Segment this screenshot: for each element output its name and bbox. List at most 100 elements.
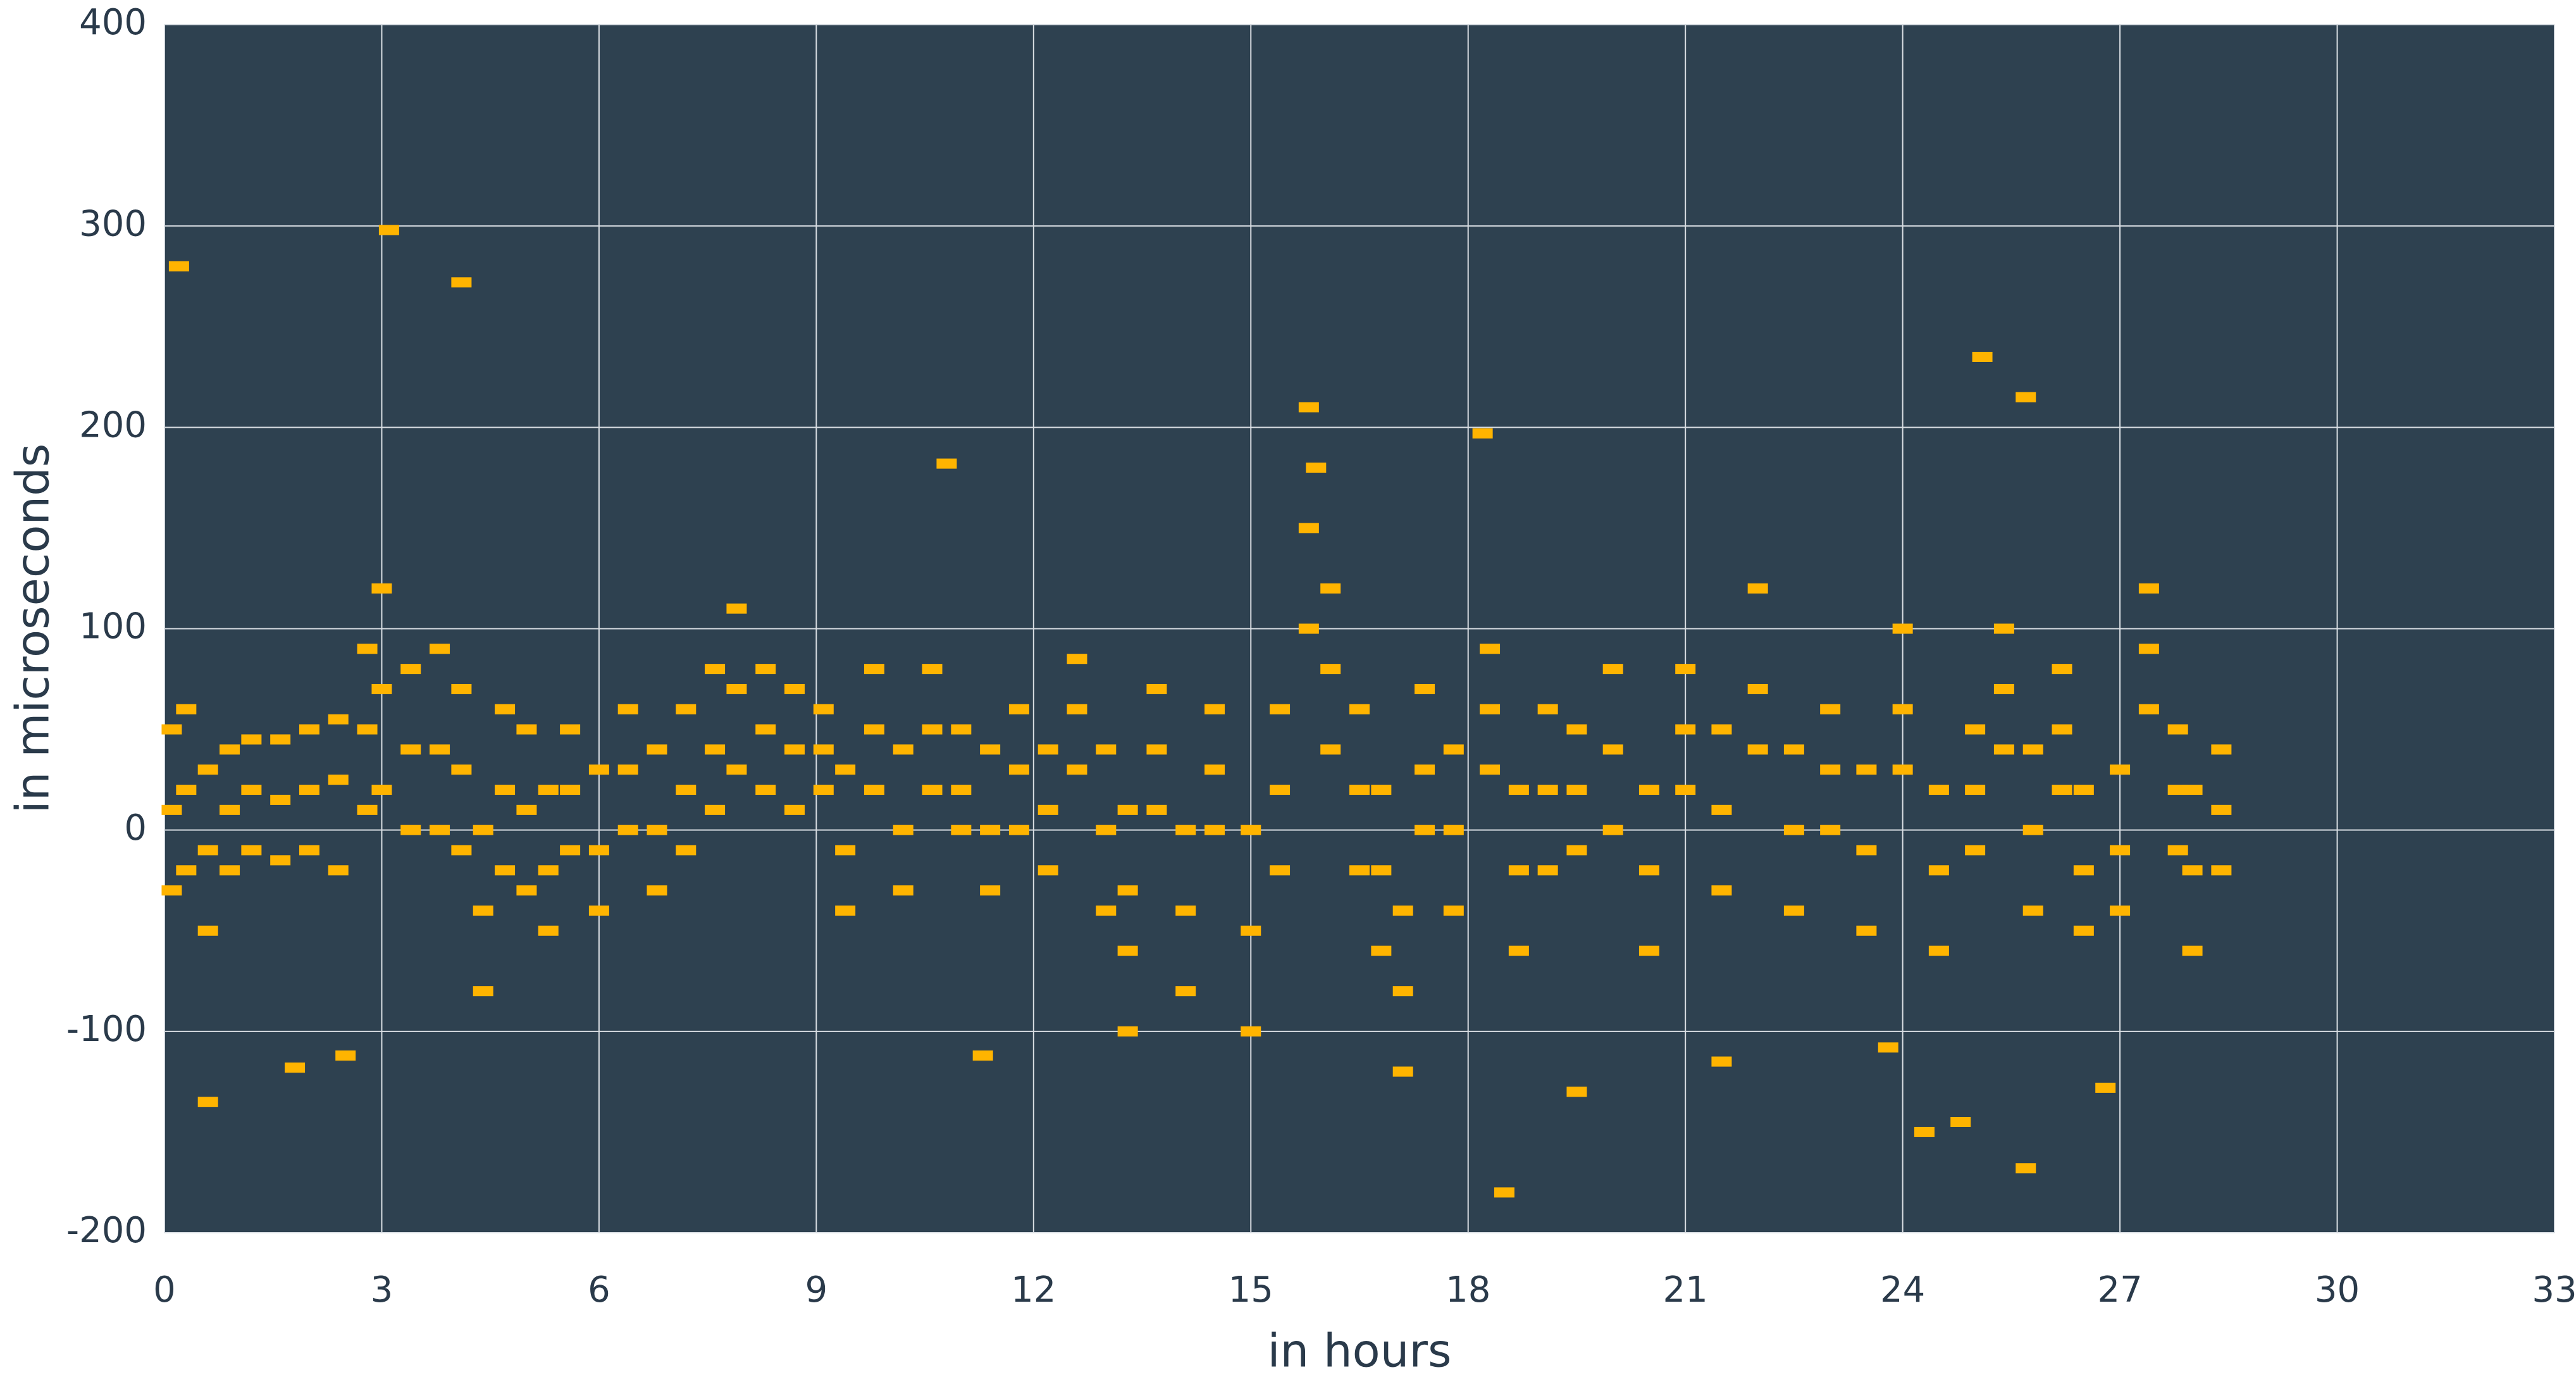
- point: [588, 764, 609, 775]
- point: [1349, 704, 1370, 714]
- point: [755, 785, 776, 795]
- point: [1298, 623, 1319, 634]
- point: [951, 825, 972, 835]
- point: [1878, 1042, 1898, 1053]
- point: [1320, 664, 1341, 675]
- point: [1349, 785, 1370, 795]
- point: [328, 865, 349, 876]
- point: [1993, 623, 2014, 634]
- point: [2016, 392, 2036, 402]
- point: [1856, 845, 1877, 856]
- point: [1204, 764, 1225, 775]
- y-tick-label: 200: [79, 404, 147, 446]
- point: [1638, 785, 1659, 795]
- point: [1096, 905, 1117, 916]
- point: [980, 825, 1001, 835]
- point: [2022, 905, 2043, 916]
- point: [197, 1097, 218, 1107]
- point: [835, 764, 856, 775]
- point: [893, 744, 913, 755]
- point: [1537, 704, 1558, 714]
- point: [588, 905, 609, 916]
- point: [1096, 744, 1117, 755]
- point: [2110, 764, 2131, 775]
- point: [2022, 825, 2043, 835]
- point: [371, 785, 392, 795]
- point: [1117, 885, 1138, 896]
- x-tick-label: 21: [1663, 1269, 1708, 1311]
- point: [705, 664, 726, 675]
- point: [972, 1050, 993, 1061]
- point: [495, 785, 516, 795]
- point: [1067, 704, 1087, 714]
- point: [1241, 1026, 1261, 1037]
- point: [516, 885, 537, 896]
- point: [2073, 785, 2094, 795]
- point: [1638, 865, 1659, 876]
- point: [560, 724, 581, 735]
- point: [1270, 865, 1291, 876]
- point: [2110, 905, 2131, 916]
- point: [299, 785, 319, 795]
- point: [1298, 523, 1319, 533]
- point: [197, 925, 218, 936]
- point: [588, 845, 609, 856]
- point: [2073, 925, 2094, 936]
- point: [813, 785, 834, 795]
- y-tick-label: 300: [79, 203, 147, 244]
- point: [1928, 865, 1949, 876]
- point: [1537, 865, 1558, 876]
- x-tick-label: 15: [1229, 1269, 1273, 1311]
- point: [241, 734, 262, 745]
- point: [1602, 744, 1623, 755]
- point: [1914, 1126, 1935, 1137]
- point: [784, 804, 805, 815]
- point: [1747, 744, 1768, 755]
- point: [1928, 945, 1949, 956]
- point: [922, 724, 943, 735]
- point: [560, 845, 581, 856]
- x-tick-label: 27: [2097, 1269, 2142, 1311]
- y-tick-label: -100: [66, 1009, 147, 1050]
- point: [241, 785, 262, 795]
- point: [473, 825, 493, 835]
- point: [922, 664, 943, 675]
- point: [951, 785, 972, 795]
- point: [495, 704, 516, 714]
- point: [647, 885, 667, 896]
- point: [176, 785, 197, 795]
- point: [197, 764, 218, 775]
- point: [1993, 744, 2014, 755]
- point: [1298, 402, 1319, 413]
- point: [299, 724, 319, 735]
- point: [2211, 804, 2232, 815]
- point: [1146, 744, 1167, 755]
- point: [357, 804, 378, 815]
- point: [1508, 865, 1529, 876]
- point: [270, 794, 291, 805]
- point: [1566, 1087, 1587, 1097]
- point: [726, 603, 747, 614]
- point: [755, 724, 776, 735]
- point: [400, 825, 421, 835]
- point: [1537, 785, 1558, 795]
- point: [755, 664, 776, 675]
- point: [951, 724, 972, 735]
- point: [1415, 764, 1435, 775]
- point: [335, 1050, 356, 1061]
- point: [813, 704, 834, 714]
- point: [1711, 804, 1732, 815]
- point: [1204, 825, 1225, 835]
- point: [1950, 1117, 1971, 1128]
- point: [161, 804, 182, 815]
- point: [1566, 724, 1587, 735]
- y-tick-label: -200: [66, 1210, 147, 1251]
- point: [2138, 583, 2159, 594]
- x-tick-label: 6: [588, 1269, 610, 1311]
- point: [1856, 764, 1877, 775]
- point: [516, 724, 537, 735]
- point: [1675, 724, 1696, 735]
- point: [371, 683, 392, 694]
- y-tick-label: 400: [79, 2, 147, 43]
- point: [1892, 623, 1913, 634]
